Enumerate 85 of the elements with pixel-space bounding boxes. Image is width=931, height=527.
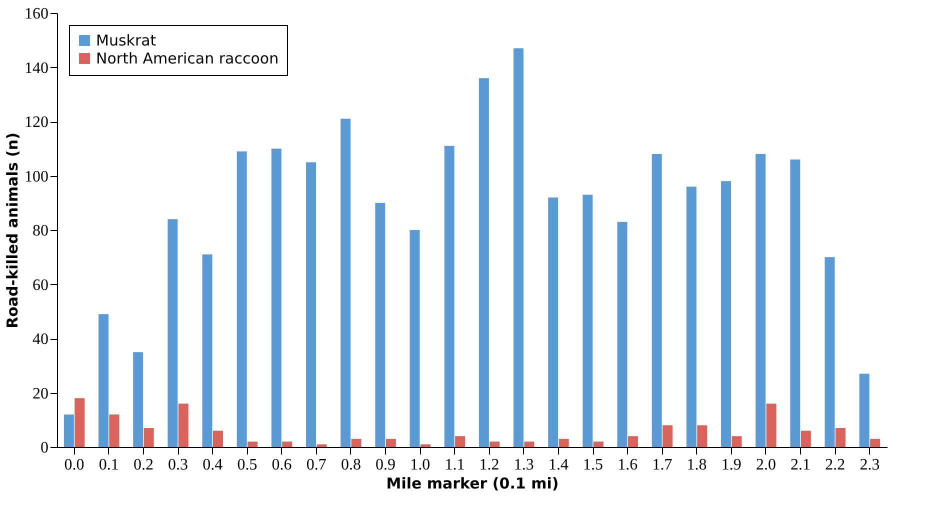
bar: [64, 414, 74, 447]
x-tick-label: 1.5: [583, 456, 604, 474]
bar: [109, 414, 120, 447]
legend-label: North American raccoon: [96, 50, 279, 68]
bar: [548, 197, 558, 447]
y-tick-label: 40: [32, 331, 48, 348]
x-tick-label: 1.2: [479, 456, 500, 474]
x-tick-label: 0.2: [133, 456, 154, 474]
bar: [593, 442, 604, 447]
legend-label: Muskrat: [96, 32, 156, 50]
x-tick-label: 1.3: [514, 456, 534, 474]
y-tick-label: 140: [24, 60, 48, 77]
x-tick-label: 2.0: [756, 456, 776, 474]
x-tick-label: 0.3: [168, 456, 188, 474]
x-tick-label: 2.3: [860, 456, 880, 474]
y-axis-title: Road-killed animals (n): [4, 132, 22, 328]
bar: [662, 425, 673, 447]
x-tick-label: 1.4: [548, 456, 568, 474]
bar: [835, 428, 846, 447]
bar: [420, 444, 430, 447]
bar: [133, 352, 144, 447]
x-tick-label: 1.0: [410, 456, 430, 474]
bar: [386, 438, 396, 447]
bar: [721, 181, 732, 447]
x-tick-label: 0.9: [376, 456, 396, 474]
bar: [271, 148, 282, 447]
bar: [628, 436, 638, 447]
bar: [316, 444, 327, 447]
x-tick-label: 0.0: [64, 456, 84, 474]
bar: [212, 430, 223, 447]
x-tick-label: 0.6: [272, 456, 292, 474]
x-tick-label: 0.7: [306, 456, 326, 474]
bar: [524, 442, 534, 447]
bar: [582, 194, 593, 447]
bar: [202, 254, 212, 447]
y-tick-label: 100: [24, 168, 48, 186]
bar: [74, 398, 85, 447]
bar: [340, 118, 351, 447]
bar: [870, 438, 880, 447]
y-tick-label: 80: [32, 222, 48, 240]
x-tick-label: 2.1: [790, 456, 811, 474]
bar: [248, 442, 258, 447]
bar: [732, 436, 742, 447]
x-tick-label: 1.6: [618, 456, 638, 474]
bar: [697, 425, 708, 447]
bar: [652, 154, 662, 447]
bar: [766, 404, 776, 447]
y-tick-label: 0: [40, 440, 48, 456]
bar: [178, 404, 188, 447]
bar: [756, 154, 766, 447]
bar: [824, 257, 835, 447]
bar: [98, 314, 109, 447]
y-tick-label: 120: [24, 114, 48, 131]
bar: [800, 430, 811, 447]
bar: [859, 374, 870, 447]
bar: [144, 428, 154, 447]
bar: [617, 222, 628, 447]
x-tick-label: 2.2: [825, 456, 846, 474]
bar: [351, 438, 362, 447]
x-axis-title: Mile marker (0.1 mi): [386, 474, 559, 492]
x-tick-label: 0.4: [202, 456, 223, 474]
bar: [686, 186, 696, 447]
x-tick-label: 1.8: [686, 456, 707, 474]
bar: [478, 78, 489, 447]
bar: [444, 146, 454, 447]
x-tick-label: 0.5: [237, 456, 258, 474]
bar: [455, 436, 466, 447]
x-tick-label: 1.1: [444, 456, 465, 474]
x-tick-label: 1.7: [652, 456, 672, 474]
bar: [168, 219, 178, 447]
y-tick-label: 160: [24, 6, 48, 22]
x-tick-label: 0.1: [98, 456, 119, 474]
bar: [282, 442, 292, 447]
y-tick-label: 60: [32, 276, 48, 294]
x-tick-label: 0.8: [340, 456, 361, 474]
bar: [490, 442, 500, 447]
bar: [790, 159, 800, 447]
bar: [306, 162, 316, 447]
bar: [236, 151, 247, 447]
x-tick-label: 1.9: [721, 456, 742, 474]
y-tick-label: 20: [32, 385, 48, 402]
bar: [410, 230, 420, 447]
bar: [558, 438, 569, 447]
bar: [514, 48, 524, 447]
bar: [375, 202, 386, 447]
